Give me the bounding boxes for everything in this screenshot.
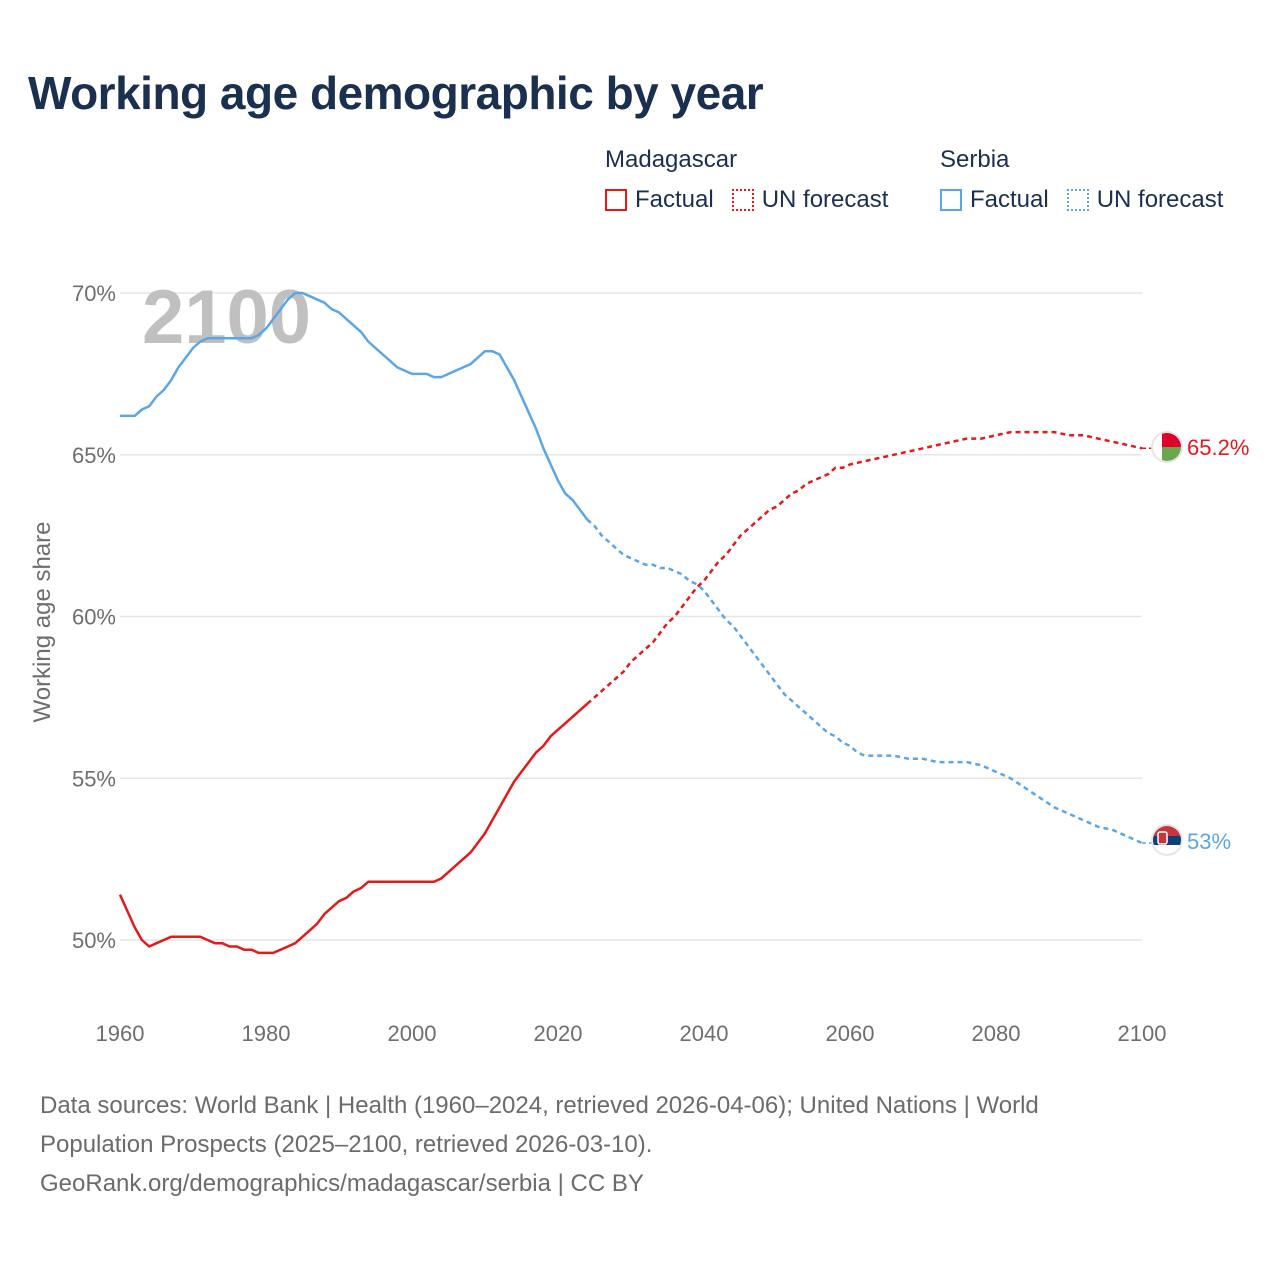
footer-attribution-link[interactable]: GeoRank.org/demographics/madagascar/serb… [40, 1170, 644, 1197]
legend-label: Factual [970, 186, 1049, 213]
legend-item-madagascar-forecast[interactable]: UN forecast [731, 186, 889, 214]
legend-swatch-solid [605, 189, 627, 211]
legend-label: UN forecast [761, 186, 889, 213]
x-tick-label: 2020 [534, 1021, 583, 1046]
footer-line: Population Prospects (2025–2100, retriev… [40, 1131, 653, 1158]
legend-group-title: Madagascar [605, 146, 738, 173]
x-tick-label: 2100 [1118, 1021, 1167, 1046]
y-tick-label: 55% [72, 766, 116, 791]
y-tick-label: 50% [72, 928, 116, 953]
series-line-madagascar-factual [118, 702, 589, 955]
year-watermark: 2100 [142, 275, 311, 360]
y-tick-label: 65% [72, 443, 116, 468]
chart-title: Working age demographic by year [28, 67, 764, 119]
legend-swatch-dotted [1066, 189, 1089, 211]
series-line-serbia-factual [120, 291, 589, 521]
x-tick-label: 1960 [96, 1021, 145, 1046]
end-label-serbia: 53% [1187, 829, 1231, 854]
legend-label: Factual [635, 186, 714, 213]
x-tick-label: 2060 [826, 1021, 875, 1046]
y-tick-label: 70% [72, 281, 116, 306]
x-tick-label: 1980 [242, 1021, 291, 1046]
legend-swatch-solid [940, 189, 962, 211]
legend-group-title: Serbia [940, 146, 1010, 173]
legend-item-madagascar-factual[interactable]: Factual [605, 186, 714, 214]
legend-item-serbia-factual[interactable]: Factual [940, 186, 1049, 214]
x-tick-label: 2080 [972, 1021, 1021, 1046]
data-sources-footer: Data sources: World Bank | Health (1960–… [40, 1086, 1240, 1203]
end-label-madagascar: 65.2% [1187, 435, 1249, 460]
legend-item-serbia-forecast[interactable]: UN forecast [1066, 186, 1224, 214]
series-line-serbia-forecast [586, 518, 1143, 845]
footer-line: Data sources: World Bank | Health (1960–… [40, 1092, 1039, 1119]
legend-group-madagascar: Madagascar Factual UN forecast [605, 144, 906, 214]
x-tick-label: 2040 [680, 1021, 729, 1046]
legend-swatch-dotted [731, 189, 754, 211]
legend-label: UN forecast [1096, 186, 1224, 213]
madagascar-flag-icon [1151, 431, 1183, 463]
legend-group-serbia: Serbia Factual UN forecast [940, 144, 1223, 214]
serbia-flag-icon [1151, 824, 1183, 856]
y-axis-label: Working age share [29, 522, 56, 723]
series-line-madagascar-forecast [586, 430, 1143, 705]
x-tick-label: 2000 [388, 1021, 437, 1046]
y-tick-label: 60% [72, 605, 116, 630]
